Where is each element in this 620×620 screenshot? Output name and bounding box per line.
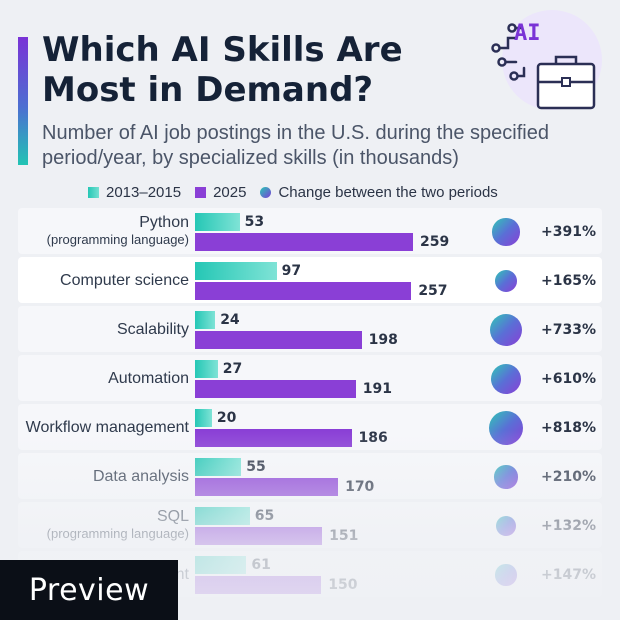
bar-value-series-a: 65	[254, 508, 275, 524]
bar-value-series-b: 257	[418, 283, 448, 299]
category-label: Scalability	[117, 321, 189, 339]
bar-series-a	[195, 360, 218, 378]
change-bubble	[489, 313, 523, 347]
change-bubble	[489, 411, 523, 445]
category-label-sub: (programming language)	[46, 232, 189, 247]
page-title: Which AI Skills Are Most in Demand?	[42, 30, 403, 110]
ai-icon-text: AI	[514, 21, 541, 46]
preview-badge: Preview	[0, 560, 178, 620]
legend-label-series-b: 2025	[213, 183, 247, 201]
change-percent: +391%	[541, 224, 596, 240]
legend: 2013–2015 2025 Change between the two pe…	[88, 182, 512, 202]
category-label: Computer science	[60, 272, 189, 290]
category-label-main: Data analysis	[92, 468, 189, 485]
change-percent: +165%	[541, 273, 596, 289]
category-label: Data analysis	[93, 468, 189, 486]
bar-series-b	[195, 576, 322, 594]
bar-series-b	[195, 331, 362, 349]
bar-series-a	[195, 458, 242, 476]
category-label-main: Automation	[108, 370, 189, 387]
bar-series-b	[195, 282, 412, 300]
bar-series-a	[195, 262, 277, 280]
bar-value-series-a: 20	[216, 410, 237, 426]
legend-dot-change	[260, 186, 272, 198]
bar-value-series-a: 27	[222, 361, 243, 377]
bar-series-a	[195, 213, 240, 231]
category-label-main: Workflow management	[25, 419, 189, 436]
legend-swatch-series-a	[88, 186, 99, 198]
change-bubble	[494, 465, 518, 489]
change-bubble	[495, 270, 517, 292]
bar-series-a	[195, 556, 247, 574]
bar-series-a	[195, 311, 216, 329]
bar-value-series-b: 259	[420, 234, 450, 250]
bar-series-b	[195, 380, 356, 398]
legend-item-series-a: 2013–2015	[88, 184, 181, 201]
change-percent: +733%	[541, 322, 596, 338]
category-label-main: Computer science	[60, 272, 189, 289]
legend-swatch-series-b	[195, 186, 207, 198]
change-percent: +132%	[541, 518, 596, 534]
legend-item-change: Change between the two periods	[260, 183, 498, 201]
bar-series-b	[195, 429, 352, 447]
bar-chart: Python (programming language) 53 259 +391% Co…	[0, 206, 620, 620]
preview-badge-label: Preview	[28, 572, 150, 608]
accent-bar	[18, 37, 28, 165]
change-percent: +210%	[541, 469, 596, 485]
bar-series-b	[195, 233, 413, 251]
category-label: Workflow management	[26, 419, 189, 437]
bar-value-series-b: 151	[329, 528, 359, 544]
bar-value-series-b: 191	[362, 381, 392, 397]
bar-value-series-a: 61	[251, 557, 271, 573]
bar-series-a	[195, 507, 250, 525]
category-label-main: SQL	[156, 508, 189, 525]
change-bubble	[492, 218, 520, 246]
category-label: Automation	[108, 370, 189, 388]
ai-briefcase-icon: AI	[491, 10, 602, 110]
change-percent: +610%	[541, 371, 596, 387]
change-percent: +818%	[541, 420, 596, 436]
bar-series-b	[195, 527, 323, 545]
bar-value-series-b: 150	[328, 577, 358, 593]
bar-series-a	[195, 409, 212, 427]
bar-value-series-b: 170	[345, 479, 375, 495]
bar-value-series-b: 198	[368, 332, 398, 348]
bar-value-series-a: 55	[246, 459, 266, 475]
bar-value-series-a: 97	[281, 263, 302, 279]
category-label: Python (programming language)	[47, 214, 189, 247]
legend-label-change: Change between the two periods	[278, 183, 498, 201]
category-label: SQL (programming language)	[47, 508, 189, 541]
category-label-sub: (programming language)	[46, 526, 189, 541]
category-label-main: Python	[139, 214, 189, 231]
bar-value-series-a: 53	[244, 214, 265, 230]
page-subtitle: Number of AI job postings in the U.S. du…	[42, 122, 549, 169]
change-percent: +147%	[541, 567, 596, 583]
bar-value-series-b: 186	[358, 430, 388, 446]
change-bubble	[490, 363, 522, 395]
change-bubble	[495, 564, 517, 586]
bar-value-series-a: 24	[220, 312, 240, 328]
legend-label-series-a: 2013–2015	[106, 183, 182, 201]
bar-series-b	[195, 478, 339, 496]
category-label-main: Scalability	[116, 321, 189, 338]
legend-item-series-b: 2025	[195, 184, 246, 201]
